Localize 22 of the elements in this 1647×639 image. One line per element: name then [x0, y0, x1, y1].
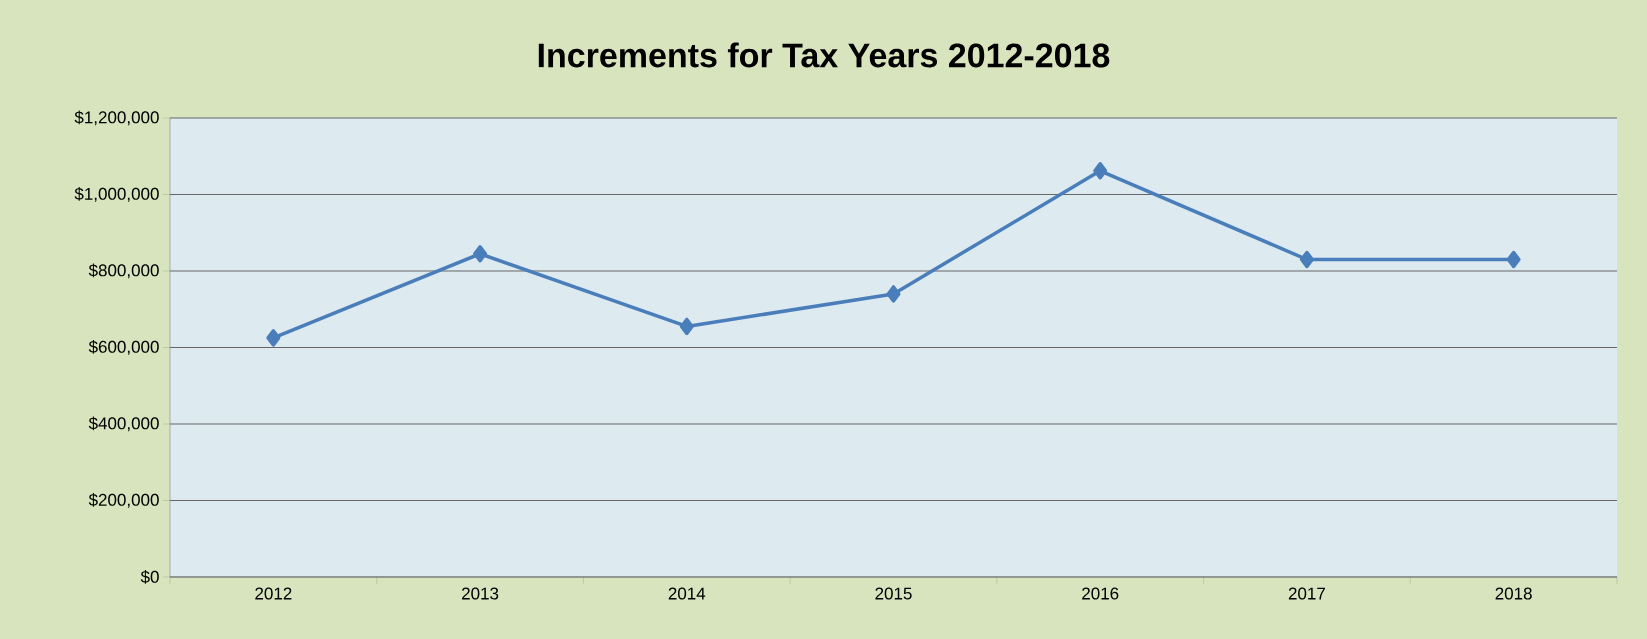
point: [886, 285, 901, 303]
y-tick-label: $0: [140, 570, 159, 584]
point: [266, 329, 281, 347]
point: [1299, 250, 1314, 269]
x-tick-label: 2017: [1288, 587, 1325, 600]
y-tick-label: $800,000: [88, 263, 159, 279]
point: [679, 317, 694, 336]
x-tick-label: 2014: [668, 587, 706, 600]
y-tick-label: $1,200,000: [74, 110, 159, 126]
x-tick-label: 2015: [875, 587, 912, 600]
y-tick-label: $200,000: [88, 493, 159, 508]
x-tick-label: 2012: [255, 587, 292, 600]
point: [1506, 250, 1521, 269]
y-tick-label: $600,000: [88, 340, 159, 355]
x-tick-label: 2013: [462, 587, 499, 600]
x-tick-label: 2018: [1495, 587, 1532, 600]
point: [1093, 162, 1108, 180]
y-tick-label: $400,000: [88, 416, 159, 432]
x-tick-label: 2016: [1082, 587, 1119, 600]
point: [473, 245, 488, 263]
chart-title: Increments for Tax Years 2012-2018: [538, 42, 1110, 68]
y-tick-label: $1,000,000: [74, 187, 159, 202]
